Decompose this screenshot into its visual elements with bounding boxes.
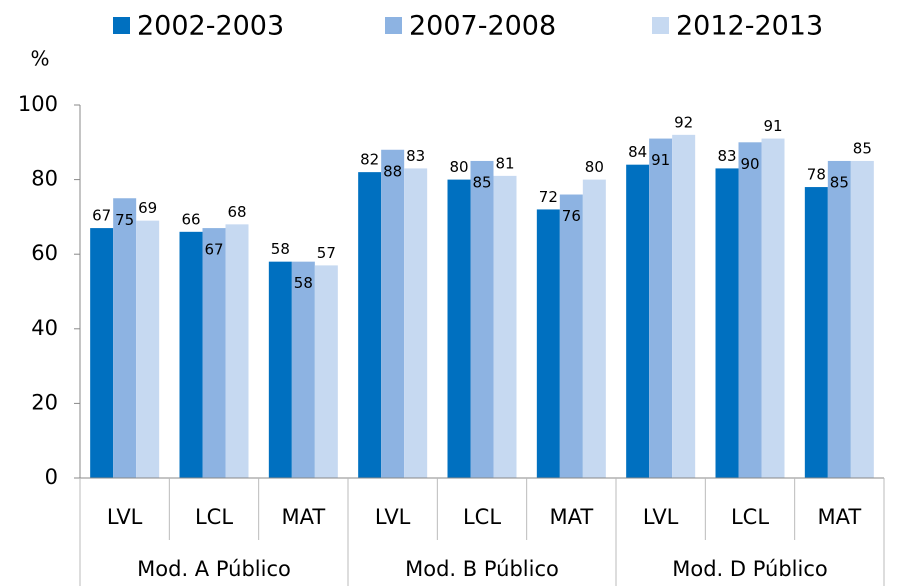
- y-tick-label: 60: [31, 241, 58, 265]
- bar: [761, 138, 785, 478]
- x-tick-label: MAT: [549, 505, 593, 529]
- data-label: 85: [830, 173, 849, 191]
- data-label: 72: [539, 188, 558, 206]
- data-label: 81: [495, 154, 514, 172]
- bar: [626, 164, 650, 478]
- data-label: 67: [204, 241, 223, 259]
- x-tick-label: LCL: [195, 505, 233, 529]
- bar: [268, 261, 292, 478]
- bar: [358, 172, 382, 478]
- y-tick-label: 40: [31, 316, 58, 340]
- bar: [738, 142, 762, 479]
- data-label: 82: [360, 151, 379, 169]
- legend-swatch: [113, 17, 130, 34]
- data-label: 91: [651, 151, 670, 169]
- bar: [90, 228, 114, 478]
- data-label: 76: [562, 207, 581, 225]
- data-label: 83: [717, 147, 736, 165]
- bar: [827, 160, 851, 478]
- data-label: 57: [317, 244, 336, 262]
- x-tick-label: LCL: [731, 505, 769, 529]
- legend-swatch: [385, 17, 402, 34]
- data-label: 75: [115, 211, 134, 229]
- data-label: 84: [628, 143, 647, 161]
- bar: [850, 160, 874, 478]
- group-label: Mod. B Público: [405, 557, 559, 581]
- data-label: 67: [92, 207, 111, 225]
- bar: [202, 228, 226, 478]
- bar: [179, 231, 203, 478]
- legend-label: 2007-2008: [409, 11, 556, 42]
- data-label: 69: [138, 199, 157, 217]
- bar: [804, 187, 828, 478]
- group-label: Mod. A Público: [137, 557, 291, 581]
- bar: [381, 149, 405, 478]
- legend-swatch: [652, 17, 669, 34]
- bar: [291, 261, 315, 478]
- legend-label: 2002-2003: [137, 11, 284, 42]
- bar: [447, 179, 471, 478]
- data-label: 85: [853, 139, 872, 157]
- data-label: 80: [585, 158, 604, 176]
- bar: [582, 179, 606, 478]
- x-tick-label: MAT: [817, 505, 861, 529]
- data-label: 83: [406, 147, 425, 165]
- data-label: 91: [763, 117, 782, 135]
- bar: [715, 168, 739, 478]
- data-label: 66: [181, 210, 200, 228]
- data-label: 85: [472, 173, 491, 191]
- data-label: 78: [807, 166, 826, 184]
- x-tick-label: LCL: [463, 505, 501, 529]
- y-tick-label: 0: [45, 465, 58, 489]
- bar: [559, 194, 583, 478]
- data-label: 92: [674, 113, 693, 131]
- bar: [225, 224, 249, 478]
- data-label: 58: [271, 240, 290, 258]
- bar: [536, 209, 560, 478]
- data-label: 88: [383, 162, 402, 180]
- group-label: Mod. D Público: [672, 557, 828, 581]
- legend-label: 2012-2013: [676, 11, 823, 42]
- bar: [493, 175, 517, 478]
- y-tick-label: 80: [31, 167, 58, 191]
- bar: [314, 265, 338, 478]
- bar: [136, 220, 160, 478]
- data-label: 90: [740, 155, 759, 173]
- data-label: 80: [449, 158, 468, 176]
- data-label: 68: [227, 203, 246, 221]
- x-tick-label: MAT: [281, 505, 325, 529]
- data-label: 58: [294, 274, 313, 292]
- y-tick-label: 100: [18, 92, 58, 116]
- bar: [672, 134, 696, 478]
- bar: [649, 138, 673, 478]
- y-tick-label: 20: [31, 390, 58, 414]
- bar: [470, 160, 494, 478]
- bar: [113, 198, 137, 478]
- bar: [404, 168, 428, 478]
- x-tick-label: LVL: [107, 505, 143, 529]
- x-tick-label: LVL: [375, 505, 411, 529]
- x-tick-label: LVL: [643, 505, 679, 529]
- y-axis-label: %: [30, 47, 49, 71]
